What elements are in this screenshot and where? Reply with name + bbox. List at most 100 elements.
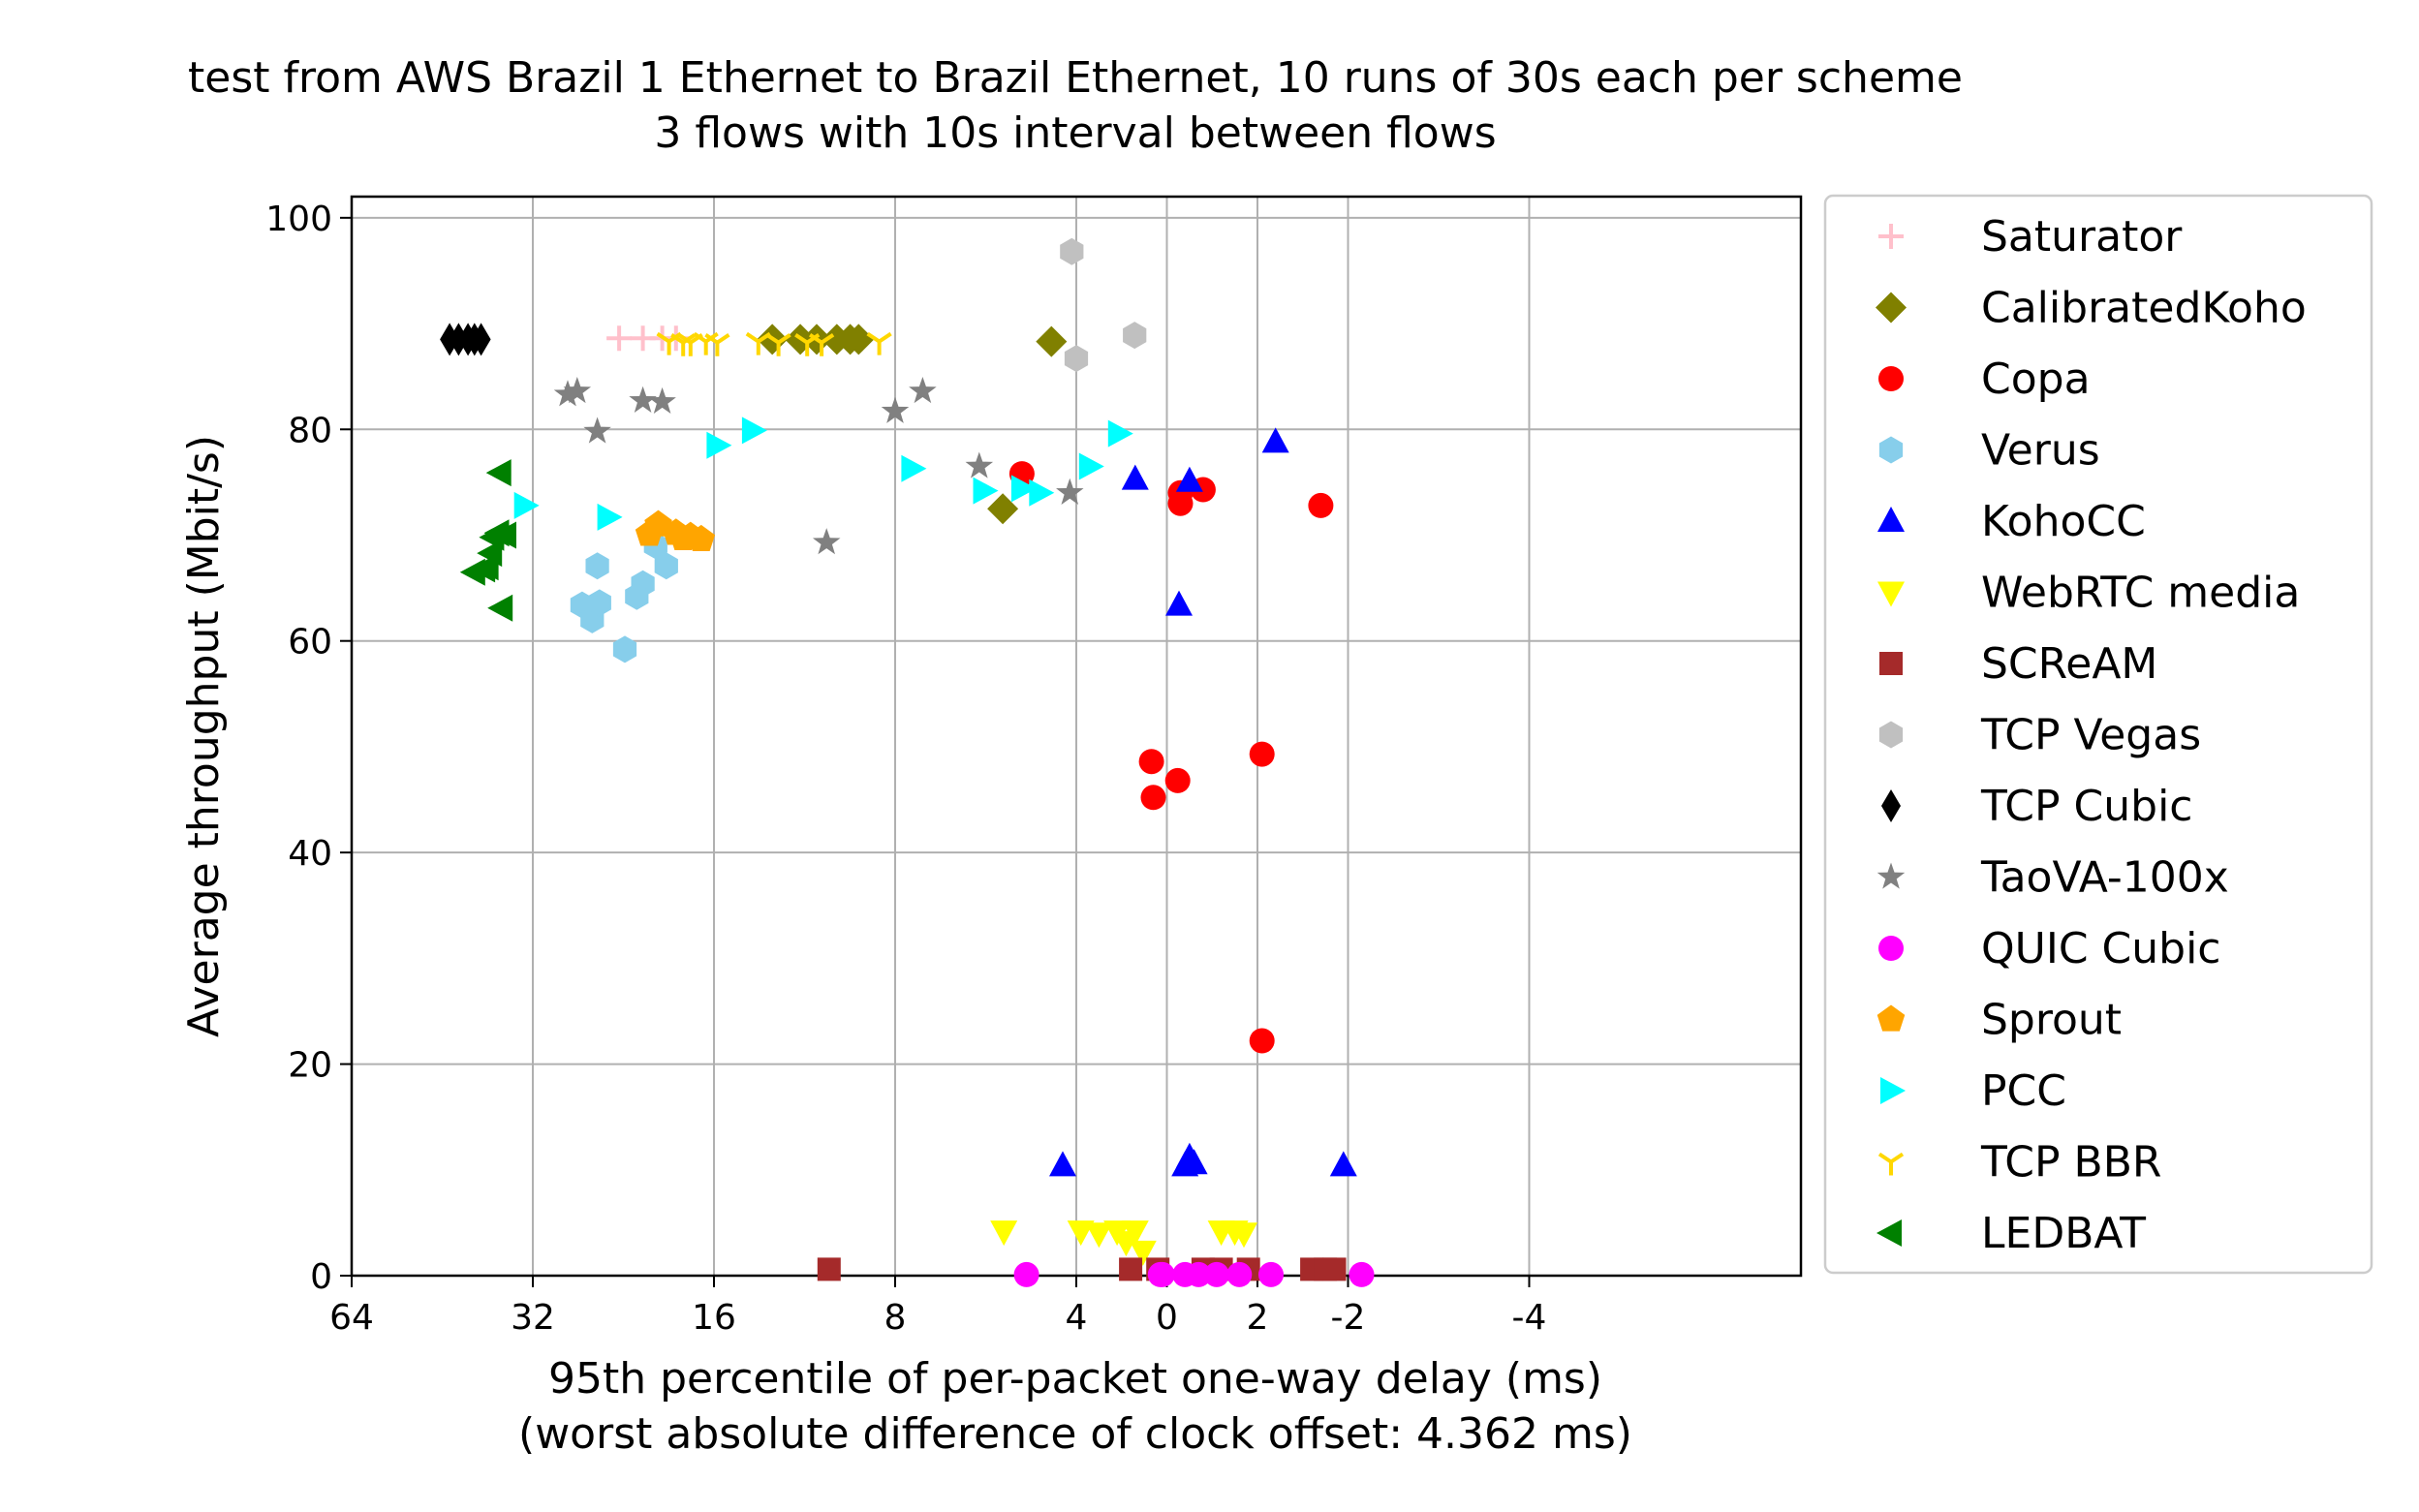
point-kohocc [1329,1151,1357,1177]
point-verus [585,552,609,580]
legend-label-saturator: Saturator [1981,212,2183,262]
point-copa [1249,1028,1275,1054]
point-pcc [597,503,623,531]
point-kohocc [1121,464,1149,490]
point-calibratedkoho [843,324,875,355]
y-axis-ticks: 0 20 40 60 80 100 [265,200,352,1297]
point-tcp-vegas [1123,322,1147,350]
point-webrtc-media [990,1220,1018,1247]
legend-marker-verus [1878,436,1904,464]
point-verus [612,635,637,663]
legend-marker-scream [1879,652,1903,675]
point-tcp-vegas [1060,237,1084,265]
x-tick-label: 16 [692,1298,736,1338]
point-copa [1308,492,1334,518]
legend-marker-quic-cubic [1878,936,1904,961]
legend-label-tcp-cubic: TCP Cubic [1980,782,2193,831]
point-scream [817,1257,841,1281]
x-tick-label: 0 [1156,1298,1178,1338]
point-taova-100x [965,451,994,478]
point-tcp-cubic [471,323,491,356]
point-webrtc-media [1230,1222,1257,1249]
point-tcp-bbr [765,333,791,356]
x-tick-label: 2 [1247,1298,1269,1338]
legend-marker-taova-100x [1876,862,1906,889]
point-taova-100x [909,377,937,404]
legend-label-calibratedkoho: CalibratedKoho [1981,284,2307,333]
x-tick-label: 4 [1066,1298,1088,1338]
point-quic-cubic [1226,1261,1253,1287]
x-tick-label: 64 [329,1298,374,1338]
point-pcc [1029,478,1055,507]
legend-marker-kohocc [1877,507,1905,532]
legend-label-pcc: PCC [1981,1066,2066,1116]
legend-marker-calibratedkoho [1876,292,1907,324]
legend-label-tcp-vegas: TCP Vegas [1980,711,2201,760]
point-taova-100x [583,417,611,444]
point-calibratedkoho [1036,325,1068,357]
point-copa [1167,490,1194,516]
x-axis-label-note: (worst absolute difference of clock offs… [518,1409,1632,1459]
grid [351,197,1801,1277]
legend-frame [1823,194,2373,1275]
legend-label-taova-100x: TaoVA-100x [1980,853,2229,903]
point-webrtc-media [1121,1220,1149,1247]
legend-marker-tcp-vegas [1878,721,1904,749]
point-pcc [973,477,999,505]
point-calibratedkoho [987,493,1019,525]
point-kohocc [1180,1149,1208,1175]
legend-marker-ledbat [1876,1219,1902,1247]
y-axis-label: Average throughput (Mbit/s) [179,435,229,1037]
point-webrtc-media [1067,1220,1095,1247]
point-webrtc-media [1085,1222,1113,1249]
legend: Saturator CalibratedKoho Copa Verus KohoCC We… [1823,194,2373,1275]
point-taova-100x [629,386,657,413]
point-quic-cubic [1186,1261,1212,1287]
point-webrtc-media [1129,1240,1157,1266]
y-tick-label: 100 [265,200,332,239]
point-verus [625,582,649,610]
point-pcc [1107,419,1133,447]
legend-marker-webrtc-media [1877,581,1905,607]
point-ledbat [487,594,513,622]
point-tcp-bbr [704,333,730,356]
point-verus [587,589,611,617]
legend-label-scream: SCReAM [1981,639,2157,689]
chart-subtitle: 3 flows with 10s interval between flows [654,108,1496,158]
point-ledbat [477,540,503,568]
point-saturator [606,325,633,352]
point-pcc [741,417,767,445]
y-tick-label: 60 [288,623,332,663]
legend-marker-pcc [1880,1077,1906,1104]
point-taova-100x [553,380,582,407]
point-pcc [901,454,927,482]
y-tick-label: 20 [288,1046,332,1086]
x-tick-label: 32 [511,1298,555,1338]
point-tcp-bbr [808,333,835,356]
x-tick-label: 8 [884,1298,907,1338]
point-kohocc [1261,427,1289,453]
point-quic-cubic [1149,1261,1175,1287]
point-kohocc [1175,466,1203,492]
point-webrtc-media [1207,1220,1235,1247]
point-ledbat [485,459,512,487]
legend-marker-tcp-cubic [1881,789,1901,822]
x-tick-label: -2 [1331,1298,1366,1338]
y-tick-label: 0 [310,1257,332,1297]
legend-marker-copa [1878,366,1904,391]
legend-marker-sprout [1876,1004,1906,1032]
point-kohocc [1165,590,1193,616]
point-sprout [687,524,716,552]
point-taova-100x [881,396,910,423]
legend-label-sprout: Sprout [1981,996,2122,1045]
point-tcp-vegas [1064,345,1089,373]
y-tick-label: 40 [288,834,332,874]
legend-label-verus: Verus [1981,426,2100,476]
point-quic-cubic [1349,1261,1375,1287]
point-tcp-bbr [866,331,892,355]
legend-marker-tcp-bbr [1877,1152,1905,1176]
point-taova-100x [563,377,592,404]
point-ledbat [491,521,516,549]
legend-label-copa: Copa [1981,355,2091,404]
